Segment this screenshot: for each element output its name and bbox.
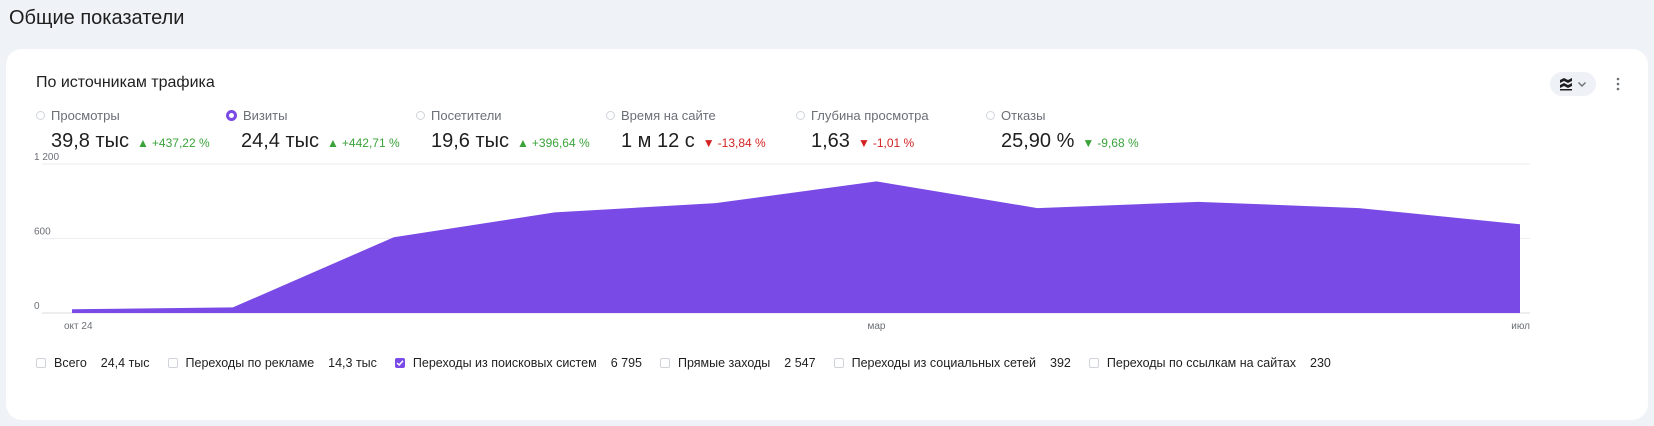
legend-value: 6 795 [610,356,642,370]
metric-radio[interactable] [36,110,45,120]
triangle-down-icon: ▼ [1082,136,1095,150]
metric-label: Время на сайте [621,107,716,123]
legend-label: Переходы по ссылкам на сайтах [1106,356,1297,370]
metric-label: Глубина просмотра [811,107,929,123]
metric-delta: ▲ +396,64 % [517,136,590,150]
x-tick-label: мар [867,321,885,332]
legend-checkbox[interactable] [1088,358,1099,368]
triangle-up-icon: ▲ [327,136,339,150]
metric-time-on-site[interactable]: Время на сайте 1 м 12 с ▼ -13,84 % [606,107,796,153]
legend-label: Переходы из социальных сетей [851,356,1037,370]
chart-view-dropdown[interactable] [1550,72,1596,96]
chevron-down-icon [1578,82,1586,87]
metric-radio[interactable] [796,110,805,120]
chart-legend: Всего 24,4 тыс Переходы по рекламе 14,3 … [36,355,1349,371]
metric-value: 19,6 тыс [431,130,510,152]
metric-label: Визиты [243,107,288,123]
metric-value: 24,4 тыс [241,130,320,152]
metric-value: 1 м 12 с [621,130,695,152]
metric-delta-value: +396,64 % [531,136,590,150]
legend-value: 230 [1310,356,1331,370]
triangle-down-icon: ▼ [702,136,715,150]
metric-delta: ▲ +437,22 % [137,136,210,150]
traffic-area-chart[interactable]: 0 600 1 200 окт 24 мар июл [6,49,1648,349]
metric-delta: ▼ -1,01 % [858,136,914,150]
legend-checkbox[interactable] [394,358,405,368]
metric-page-depth[interactable]: Глубина просмотра 1,63 ▼ -1,01 % [796,107,986,153]
metric-value: 1,63 [811,130,850,152]
page-title: Общие показатели [9,7,185,29]
legend-item-links[interactable]: Переходы по ссылкам на сайтах 230 [1088,356,1331,370]
legend-value: 24,4 тыс [100,356,150,370]
metric-label: Посетители [431,107,502,123]
more-options-button[interactable] [1612,73,1624,95]
triangle-down-icon: ▼ [857,136,870,150]
metric-delta-value: -9,68 % [1097,136,1139,150]
legend-item-total[interactable]: Всего 24,4 тыс [36,356,150,370]
legend-item-search[interactable]: Переходы из поисковых систем 6 795 [394,356,642,370]
metric-delta: ▼ -9,68 % [1082,136,1138,150]
card-title: По источникам трафика [36,74,215,91]
legend-checkbox[interactable] [659,358,670,368]
stacked-area-icon [1560,78,1572,91]
metric-label: Отказы [1001,107,1046,123]
triangle-up-icon: ▲ [517,136,529,150]
metric-label: Просмотры [51,107,120,123]
legend-label: Всего [54,356,87,370]
legend-label: Переходы по рекламе [185,356,315,370]
y-tick-label: 1 200 [34,152,59,163]
metric-delta-value: -13,84 % [717,136,766,150]
metric-radio[interactable] [416,110,425,120]
series-area-search [72,181,1520,313]
metric-value: 25,90 % [1001,130,1075,152]
legend-label: Переходы из поисковых систем [412,356,597,370]
x-tick-label: июл [1511,321,1530,332]
metric-value: 39,8 тыс [51,130,130,152]
legend-value: 2 547 [784,356,816,370]
x-tick-label: окт 24 [64,321,93,332]
legend-value: 392 [1050,356,1071,370]
triangle-up-icon: ▲ [137,136,149,150]
legend-checkbox[interactable] [833,358,844,368]
y-tick-label: 0 [34,301,40,312]
metric-delta: ▼ -13,84 % [703,136,766,150]
legend-item-social[interactable]: Переходы из социальных сетей 392 [833,356,1071,370]
legend-checkbox[interactable] [36,358,46,368]
legend-checkbox[interactable] [167,358,178,368]
metric-pageviews[interactable]: Просмотры 39,8 тыс ▲ +437,22 % [36,107,226,153]
traffic-sources-card: По источникам трафика Просмотры 39,8 тыс… [6,49,1648,420]
metric-delta-value: -1,01 % [872,136,915,150]
metric-radio[interactable] [226,109,237,121]
vertical-ellipsis-icon [1616,77,1620,91]
metric-bounce-rate[interactable]: Отказы 25,90 % ▼ -9,68 % [986,107,1176,153]
legend-label: Прямые заходы [677,356,771,370]
metric-delta-value: +437,22 % [151,136,210,150]
legend-value: 14,3 тыс [328,356,377,370]
metric-radio[interactable] [986,110,995,120]
checkmark-icon [396,360,404,367]
metric-radio[interactable] [606,110,615,120]
metric-delta-value: +442,71 % [341,136,400,150]
metric-delta: ▲ +442,71 % [327,136,400,150]
metric-visits[interactable]: Визиты 24,4 тыс ▲ +442,71 % [226,107,416,153]
legend-item-ads[interactable]: Переходы по рекламе 14,3 тыс [167,356,377,370]
legend-item-direct[interactable]: Прямые заходы 2 547 [659,356,816,370]
y-tick-label: 600 [34,227,51,238]
metric-visitors[interactable]: Посетители 19,6 тыс ▲ +396,64 % [416,107,606,153]
